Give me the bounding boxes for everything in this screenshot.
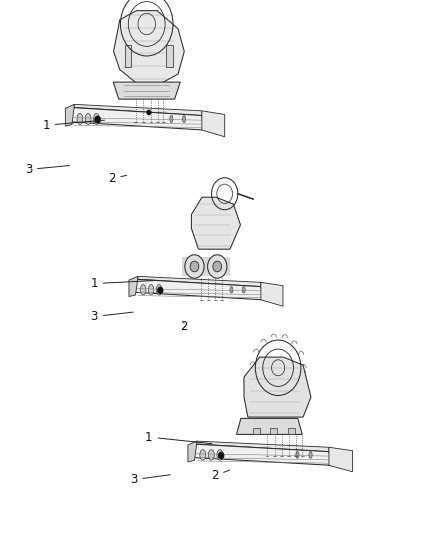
Text: 3: 3 — [25, 163, 70, 176]
Circle shape — [185, 255, 204, 278]
Circle shape — [190, 261, 199, 272]
Circle shape — [219, 452, 224, 459]
Ellipse shape — [183, 116, 186, 123]
Text: 1: 1 — [145, 431, 212, 443]
Bar — [288, 428, 295, 434]
Polygon shape — [329, 447, 353, 472]
Circle shape — [158, 287, 163, 294]
Polygon shape — [70, 108, 204, 130]
Circle shape — [147, 110, 151, 115]
Polygon shape — [113, 82, 180, 99]
Polygon shape — [244, 357, 311, 417]
Ellipse shape — [94, 114, 99, 125]
Text: 1: 1 — [90, 277, 155, 290]
Circle shape — [208, 255, 227, 278]
Bar — [125, 45, 131, 67]
Text: 3: 3 — [130, 473, 170, 486]
Ellipse shape — [242, 287, 245, 293]
Polygon shape — [138, 276, 261, 287]
Text: 2: 2 — [180, 320, 188, 333]
Text: 3: 3 — [91, 310, 133, 323]
Bar — [270, 428, 277, 434]
Ellipse shape — [140, 285, 146, 295]
Polygon shape — [182, 257, 230, 276]
Ellipse shape — [170, 116, 173, 123]
Ellipse shape — [77, 114, 83, 125]
Ellipse shape — [85, 114, 91, 125]
Ellipse shape — [217, 450, 223, 460]
Polygon shape — [237, 418, 302, 434]
Polygon shape — [261, 282, 283, 306]
Bar — [253, 428, 260, 434]
Text: 2: 2 — [108, 172, 127, 185]
Circle shape — [95, 116, 101, 123]
Polygon shape — [188, 441, 197, 462]
Polygon shape — [202, 111, 225, 137]
Polygon shape — [191, 197, 240, 249]
Ellipse shape — [200, 450, 206, 460]
Ellipse shape — [208, 450, 214, 460]
Polygon shape — [197, 441, 329, 451]
Text: 2: 2 — [211, 470, 230, 482]
Ellipse shape — [309, 451, 312, 458]
Polygon shape — [74, 104, 202, 116]
Polygon shape — [192, 444, 331, 465]
Polygon shape — [129, 276, 138, 296]
Ellipse shape — [148, 285, 154, 295]
Bar — [166, 45, 173, 67]
Polygon shape — [65, 104, 74, 126]
Circle shape — [213, 261, 222, 272]
Text: 1: 1 — [42, 119, 105, 132]
Polygon shape — [113, 11, 184, 83]
Ellipse shape — [156, 285, 162, 295]
Ellipse shape — [230, 287, 233, 293]
Polygon shape — [133, 279, 263, 300]
Ellipse shape — [296, 451, 299, 458]
